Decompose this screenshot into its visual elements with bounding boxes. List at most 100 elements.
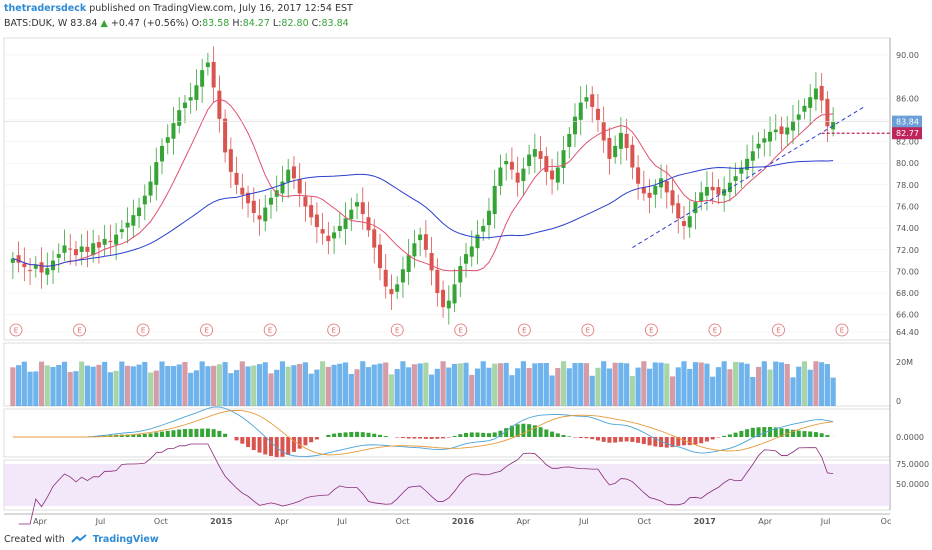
candle-body [618,132,623,149]
volume-bar [492,363,498,406]
volume-bar [79,361,85,406]
candle-body [194,85,199,100]
volume-axis-label: 20M [896,358,913,367]
volume-bar [211,365,217,406]
time-tick-label: Apr [517,517,532,526]
earnings-marker-label: E [268,327,272,335]
candle-body [418,234,423,241]
macd-histogram-bar [429,437,434,439]
candle-body [802,105,807,112]
volume-bar [606,368,613,406]
macd-histogram-bar [377,434,382,437]
macd-histogram-bar [165,430,170,437]
candle-body [251,200,256,213]
macd-histogram-bar [211,429,216,437]
candle-body [10,258,15,263]
earnings-marker-label: E [776,327,780,335]
volume-bar [354,369,360,406]
macd-histogram-bar [796,430,801,437]
volume-bar [744,363,750,406]
macd-histogram-bar [768,426,773,437]
candle-body [578,102,583,120]
candle-body [825,98,830,127]
volume-bar [423,362,429,406]
macd-histogram-bar [779,428,784,437]
time-tick-label: Oct [637,517,651,526]
candle-body [154,162,159,185]
candle-body [39,262,44,273]
price-change: +0.47 (+0.56%) [110,18,189,29]
candle-body [108,240,113,243]
candle-body [773,129,778,133]
macd-histogram-bar [326,434,331,437]
candle-body [372,229,377,248]
candle-body [102,238,107,245]
volume-bar [331,364,337,406]
macd-histogram-bar [550,431,555,437]
volume-bar [583,363,590,406]
candle-body [205,62,210,68]
macd-histogram-bar [802,431,807,437]
macd-histogram-bar [561,434,566,437]
macd-histogram-bar [314,437,319,440]
volume-bar [256,364,263,406]
candle-body [303,196,308,207]
rsi-axis-label: 50.0000 [896,480,929,489]
volume-bar [297,363,303,406]
candle-body [131,215,136,226]
volume-bar [578,362,584,406]
volume-bar [262,362,268,406]
candle-body [521,168,526,182]
macd-histogram-bar [125,434,130,437]
volume-bar [658,362,664,406]
volume-bar [612,362,618,406]
candle-body [291,166,296,179]
macd-histogram-bar [641,437,646,445]
candle-body [808,97,813,108]
macd-histogram-bar [194,428,199,437]
candle-body [653,185,658,195]
volume-bar [193,370,200,406]
candle-body [56,254,61,258]
volume-bar [572,363,578,406]
macd-histogram-bar [750,427,755,437]
macd-histogram-bar [687,437,692,446]
candle-body [263,207,268,222]
volume-bar [394,369,400,406]
volume-bar [216,364,222,406]
time-tick-label: Oct [154,517,168,526]
candle-body [515,172,520,183]
high-value: 84.27 [242,18,270,29]
candle-body [429,253,434,271]
volume-bar [733,361,739,406]
volume-bar [446,367,452,406]
price-tick-label: 74.00 [896,224,919,233]
candle-body [819,85,824,101]
candle-body [538,151,543,159]
tradingview-brand[interactable]: TradingView [92,533,159,545]
time-tick-label: Jul [336,517,347,526]
volume-bar [646,368,653,406]
time-tick-label: Jul [95,517,106,526]
time-tick-label: Jul [820,517,831,526]
footer: Created with TradingView [4,531,159,547]
volume-bar [532,363,538,406]
tradingview-logo-icon [71,534,87,543]
volume-bar [652,362,658,406]
volume-bar [790,377,796,406]
volume-bar [715,367,721,406]
volume-bar [767,369,773,406]
volume-bar [601,361,607,406]
macd-histogram-bar [309,437,314,443]
macd-histogram-bar [257,437,262,453]
author-link[interactable]: thetradersdeck [4,3,87,14]
candle-body [377,244,382,269]
volume-bar [383,362,389,406]
candle-body [257,215,262,220]
macd-histogram-bar [693,437,698,445]
volume-bar [371,364,377,406]
volume-axis-label: 0 [896,397,901,406]
volume-bar [710,376,716,406]
macd-histogram-bar [246,437,251,448]
